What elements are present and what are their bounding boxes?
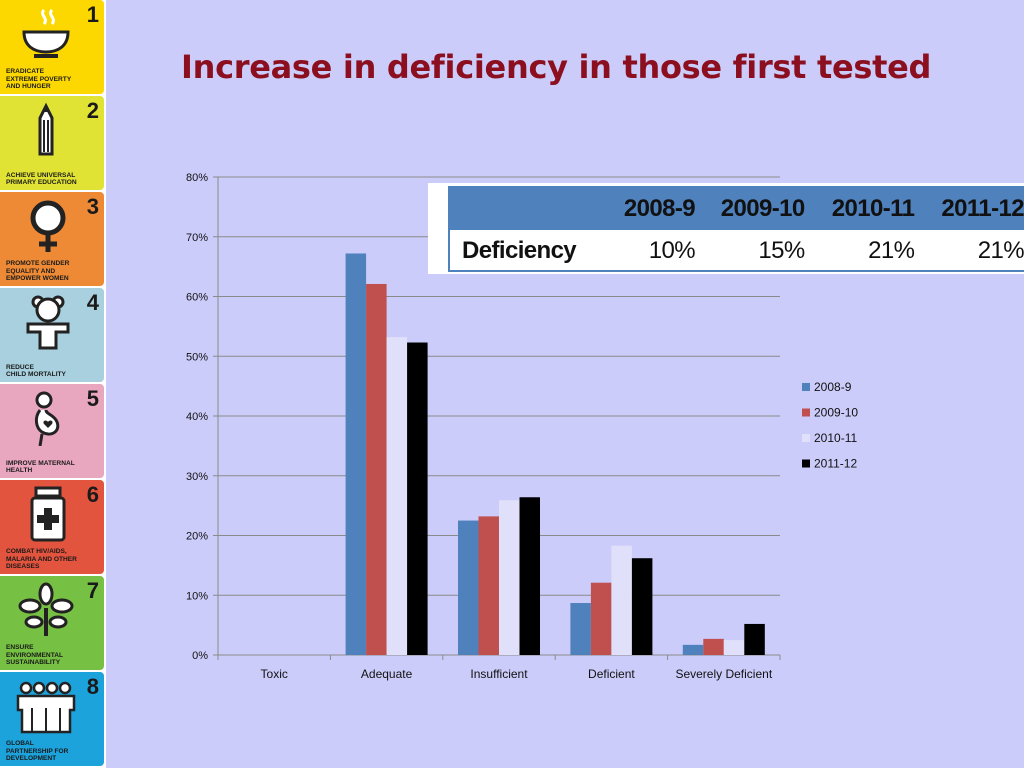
slide-title: Increase in deficiency in those first te… (181, 48, 932, 86)
y-tick-label: 70% (186, 232, 208, 244)
table-cell: 21% (977, 237, 1024, 264)
bar (682, 644, 704, 655)
legend-swatch (802, 408, 810, 417)
goal-label: GLOBAL PARTNERSHIP FOR DEVELOPMENT (6, 740, 69, 763)
y-tick-label: 40% (186, 411, 208, 423)
bar (723, 640, 745, 655)
goal-number: 3 (86, 194, 99, 219)
people-group-icon (14, 678, 78, 734)
legend-label: 2008-9 (814, 380, 852, 394)
goal-tile-3: 3 PROMOTE GENDER EQUALITY AND EMPOWER WOM… (0, 192, 104, 286)
table-cell: 21% (868, 237, 915, 264)
y-tick-label: 80% (186, 172, 208, 184)
bar (407, 342, 428, 655)
goal-number: 6 (86, 482, 99, 507)
goal-tile-7: 7 ENSURE ENVIRONMENTAL SUSTAINABILITY (0, 576, 104, 670)
table-row-label: Deficiency (462, 237, 577, 264)
bar (590, 582, 612, 655)
female-symbol-icon (14, 198, 78, 254)
bar (570, 603, 591, 655)
teddy-bear-icon (14, 294, 78, 350)
table-header-cell: 2008-9 (623, 195, 696, 222)
bar (703, 638, 724, 655)
table-header-cell: 2010-11 (831, 195, 915, 222)
legend-label: 2011-12 (814, 457, 857, 471)
goal-tile-8: 8 GLOBAL PARTNERSHIP FOR DEVELOPMENT (0, 672, 104, 766)
goal-label: COMBAT HIV/AIDS, MALARIA AND OTHER DISEA… (6, 548, 77, 571)
goal-label: PROMOTE GENDER EQUALITY AND EMPOWER WOME… (6, 260, 70, 283)
plant-icon (14, 582, 78, 638)
pregnant-woman-icon (14, 390, 78, 447)
bar (499, 500, 520, 655)
mdg-sidebar: 1 ERADICATE EXTREME POVERTY AND HUNGER 2 AC… (0, 0, 106, 768)
goal-label: IMPROVE MATERNAL HEALTH (6, 459, 75, 475)
x-tick-label: Adequate (361, 667, 413, 681)
y-tick-label: 10% (186, 590, 208, 602)
bar (478, 516, 499, 655)
goal-number: 2 (86, 98, 99, 123)
x-tick-label: Insufficient (470, 667, 528, 681)
legend-swatch (802, 459, 810, 468)
bar (345, 253, 367, 655)
bar (386, 337, 408, 655)
y-tick-label: 50% (186, 351, 208, 363)
table-header-cell: 2009-10 (720, 195, 805, 222)
medicine-bottle-icon (14, 486, 78, 542)
goal-label: REDUCE CHILD MORTALITY (6, 363, 66, 379)
legend-swatch (802, 383, 810, 391)
bar (744, 623, 765, 655)
y-tick-label: 30% (186, 471, 208, 483)
bar (631, 558, 653, 655)
bowl-icon (14, 6, 78, 62)
goal-number: 8 (86, 674, 99, 699)
goal-number: 7 (86, 578, 99, 603)
legend-label: 2010-11 (814, 431, 857, 445)
goal-tile-4: 4 REDUCE CHILD MORTALITY (0, 288, 104, 382)
x-tick-label: Severely Deficient (675, 667, 772, 681)
goal-tile-5: 5 IMPROVE MATERNAL HEALTH (0, 384, 104, 478)
deficiency-table: 2008-9 2009-10 2010-11 2011-12 Deficienc… (448, 186, 1024, 272)
y-tick-label: 60% (186, 292, 208, 304)
table-cell: 10% (648, 237, 696, 264)
x-tick-label: Toxic (261, 667, 288, 681)
table-row: Deficiency 10% 15% 21% 21% (450, 230, 1024, 272)
bar (366, 283, 387, 655)
goal-label: ERADICATE EXTREME POVERTY AND HUNGER (6, 68, 72, 91)
goal-number: 5 (86, 386, 99, 411)
bar (611, 545, 632, 655)
goal-tile-1: 1 ERADICATE EXTREME POVERTY AND HUNGER (0, 0, 104, 94)
bar (519, 497, 540, 655)
goal-tile-6: 6 COMBAT HIV/AIDS, MALARIA AND OTHER DISE… (0, 480, 104, 574)
table-header-row: 2008-9 2009-10 2010-11 2011-12 (450, 188, 1024, 230)
legend-swatch (802, 434, 810, 442)
legend-label: 2009-10 (814, 406, 858, 420)
goal-number: 1 (86, 2, 99, 27)
table-cell: 15% (758, 237, 805, 264)
goal-label: ENSURE ENVIRONMENTAL SUSTAINABILITY (6, 644, 64, 667)
table-header-cell: 2011-12 (941, 195, 1024, 222)
goal-label: ACHIEVE UNIVERSAL PRIMARY EDUCATION (6, 171, 77, 187)
y-tick-label: 0% (192, 650, 208, 662)
bar-chart: 0% 10% 20% 30% 40% 50% 60% 70% 80% Toxic Adequate I… (186, 172, 858, 681)
goal-number: 4 (86, 290, 99, 315)
deficiency-table-panel: 2008-9 2009-10 2010-11 2011-12 Deficienc… (428, 183, 1024, 274)
bar (458, 520, 479, 655)
goal-tile-2: 2 ACHIEVE UNIVERSAL PRIMARY EDUCATION (0, 96, 104, 190)
x-tick-label: Deficient (588, 667, 635, 681)
y-tick-label: 20% (186, 531, 208, 543)
pencil-icon (14, 102, 78, 158)
